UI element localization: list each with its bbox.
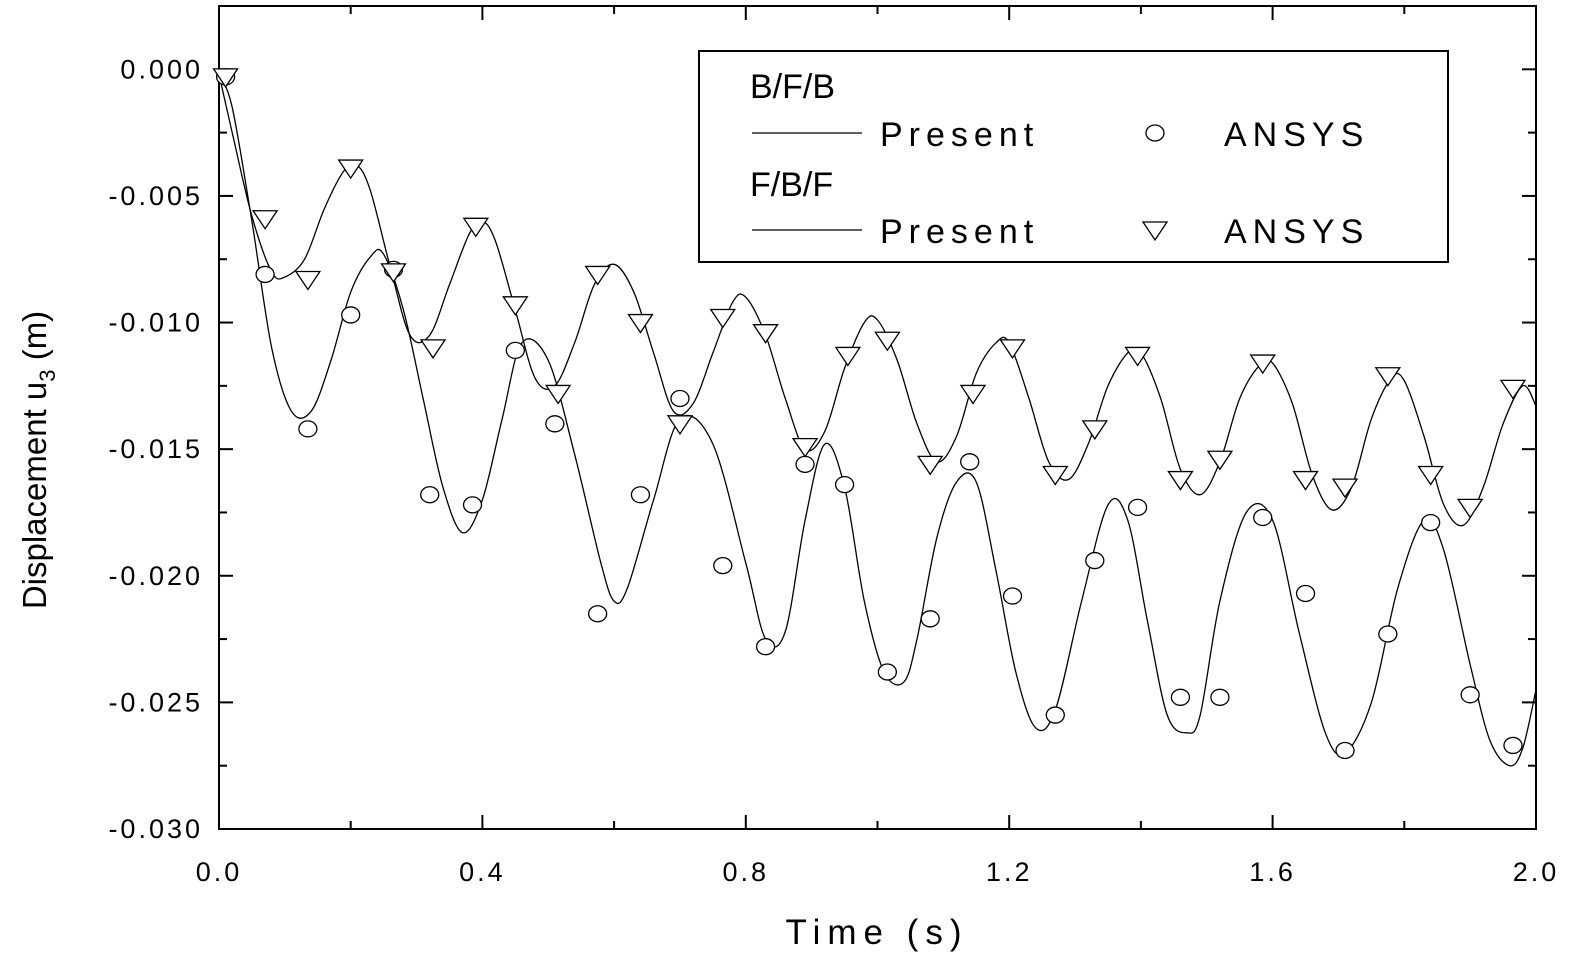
ansys-triangle-marker — [1249, 354, 1276, 375]
ansys-circle-marker — [1170, 688, 1191, 706]
ansys-triangle-marker — [1499, 379, 1527, 400]
ansys-triangle-marker — [1124, 346, 1151, 367]
ansys-triangle-marker — [666, 415, 694, 436]
ansys-circle-marker — [795, 455, 815, 473]
x-axis-label: Time (s) — [785, 913, 968, 952]
x-tick-label: 1.2 — [986, 857, 1033, 887]
y-tick-label: -0.025 — [108, 687, 203, 717]
ansys-triangle-marker — [1374, 367, 1402, 387]
ansys-triangle-marker — [1206, 450, 1234, 471]
ansys-circle-marker — [1085, 551, 1105, 570]
ansys-triangle-marker — [380, 263, 407, 284]
ansys-triangle-marker — [752, 324, 779, 344]
x-tick-label: 0.4 — [459, 857, 506, 887]
y-axis-label-subscript: 3 — [35, 369, 60, 381]
ansys-circle-marker — [255, 265, 275, 284]
legend-group-fbf-label: F/B/F — [750, 166, 833, 204]
ansys-triangle-marker — [337, 159, 364, 180]
ansys-circle-marker — [1460, 686, 1480, 704]
ansys-triangle-marker — [544, 384, 572, 405]
ansys-triangle-marker — [791, 437, 819, 458]
ansys-circle-marker — [505, 341, 525, 360]
ansys-triangle-marker — [916, 455, 944, 476]
ansys-triangle-marker — [1081, 420, 1109, 441]
ansys-triangle-marker — [584, 265, 611, 286]
x-tick-label: 0.8 — [723, 857, 770, 887]
legend-box — [698, 50, 1449, 263]
ansys-triangle-marker — [462, 217, 490, 238]
ansys-triangle-marker — [959, 384, 987, 405]
ansys-triangle-marker — [294, 270, 322, 291]
legend-bfb-marker-label: ANSYS — [1224, 116, 1369, 154]
ansys-circle-marker — [1210, 688, 1230, 706]
series-layer — [212, 68, 1537, 767]
axis-ticks: 0.0 0.4 0.8 1.2 1.6 2.0 0.000 -0.005 -0.010 -0.01… — [108, 6, 1560, 887]
series-line-bfb — [218, 74, 1537, 767]
legend: B/F/B Present ANSYS F/B/F Present ANSYS — [698, 50, 1449, 263]
ansys-triangle-marker — [1167, 470, 1194, 491]
legend-bfb-circle-marker — [1145, 124, 1165, 142]
ansys-triangle-marker — [627, 313, 654, 334]
ansys-circle-marker — [877, 663, 898, 681]
legend-group-bfb-label: B/F/B — [750, 68, 835, 106]
y-tick-label: -0.010 — [108, 308, 203, 338]
ansys-triangle-marker — [502, 296, 529, 316]
ansys-triangle-marker — [1042, 465, 1069, 486]
ansys-circle-marker — [587, 605, 608, 623]
ansys-circle-marker — [1420, 513, 1441, 532]
ansys-triangle-marker — [251, 210, 279, 230]
x-tick-label: 2.0 — [1513, 857, 1560, 887]
legend-fbf-marker-label: ANSYS — [1224, 213, 1369, 251]
ansys-circle-marker — [960, 453, 980, 471]
ansys-triangle-marker — [1456, 498, 1484, 519]
ansys-circle-marker — [341, 306, 361, 324]
ansys-circle-marker — [1295, 584, 1316, 603]
y-axis-label-unit: (m) — [16, 311, 53, 370]
legend-bfb-line-label: Present — [880, 116, 1039, 154]
y-axis-label-main: Displacement u — [16, 382, 53, 609]
ansys-circle-marker — [1045, 706, 1065, 724]
legend-fbf-triangle-marker — [1141, 221, 1169, 242]
x-tick-label: 1.6 — [1249, 857, 1296, 887]
ansys-circle-marker — [545, 415, 565, 433]
ansys-triangle-marker — [709, 308, 736, 329]
y-tick-label: -0.015 — [108, 434, 203, 464]
ansys-circle-marker — [1127, 498, 1148, 517]
y-tick-label: -0.030 — [108, 814, 203, 844]
y-axis-label: Displacement u3 (m) — [16, 311, 60, 609]
y-tick-label: 0.000 — [120, 54, 203, 84]
y-tick-label: -0.005 — [108, 181, 203, 211]
ansys-circle-marker — [670, 389, 690, 408]
ansys-triangle-marker — [874, 331, 901, 352]
ansys-circle-marker — [630, 486, 651, 504]
ansys-triangle-marker — [1292, 470, 1319, 491]
ansys-triangle-marker — [212, 68, 239, 89]
ansys-triangle-marker — [1417, 465, 1444, 486]
ansys-circle-marker — [1253, 508, 1273, 527]
ansys-circle-marker — [420, 486, 440, 504]
ansys-circle-marker — [1002, 587, 1023, 605]
x-tick-label: 0.0 — [196, 857, 243, 887]
y-tick-label: -0.020 — [108, 561, 203, 591]
ansys-circle-marker — [1378, 625, 1398, 643]
ansys-triangle-marker — [834, 346, 862, 367]
ansys-circle-marker — [920, 610, 940, 628]
legend-fbf-line-label: Present — [880, 213, 1039, 251]
ansys-circle-marker — [1503, 736, 1523, 755]
ansys-circle-marker — [755, 638, 776, 656]
ansys-triangle-marker — [1331, 478, 1359, 499]
ansys-circle-marker — [462, 496, 483, 514]
ansys-triangle-marker — [999, 339, 1026, 360]
ansys-circle-marker — [298, 420, 318, 438]
ansys-circle-marker — [1335, 741, 1355, 760]
ansys-circle-marker — [834, 475, 855, 494]
ansys-triangle-marker — [419, 339, 447, 360]
ansys-circle-marker — [713, 556, 733, 575]
